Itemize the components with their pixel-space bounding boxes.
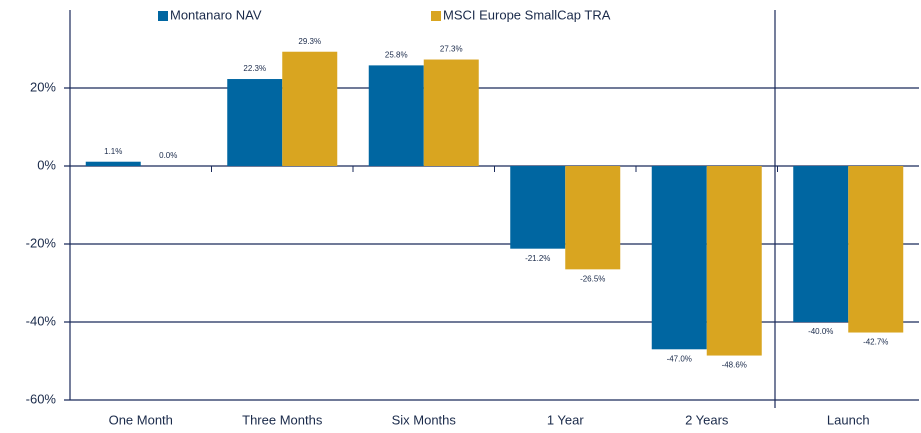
bar — [565, 166, 621, 270]
bar — [368, 65, 424, 166]
bar — [510, 166, 566, 249]
x-tick-label: 1 Year — [547, 412, 585, 427]
value-label: -26.5% — [580, 274, 605, 283]
x-tick-label: Launch — [827, 412, 870, 427]
value-label: 27.3% — [440, 45, 463, 54]
y-tick-label: 20% — [30, 79, 56, 94]
value-label: 22.3% — [243, 64, 266, 73]
bar — [282, 51, 338, 167]
y-tick-label: -20% — [26, 235, 57, 250]
value-label: -47.0% — [667, 354, 692, 363]
value-label: 0.0% — [159, 151, 177, 160]
y-tick-label: 0% — [37, 157, 56, 172]
value-label: -21.2% — [525, 254, 550, 263]
x-tick-label: 2 Years — [685, 412, 729, 427]
bar — [848, 166, 904, 333]
y-tick-label: -40% — [26, 313, 57, 328]
x-tick-label: Six Months — [392, 412, 457, 427]
x-tick-label: One Month — [109, 412, 173, 427]
bar — [423, 59, 479, 166]
value-label: 1.1% — [104, 147, 122, 156]
x-tick-label: Three Months — [242, 412, 323, 427]
bar — [85, 161, 141, 166]
legend-swatch — [431, 11, 441, 21]
bar — [651, 166, 707, 350]
bar — [706, 166, 762, 356]
value-label: -42.7% — [863, 338, 888, 347]
value-label: -40.0% — [808, 327, 833, 336]
legend-label: Montanaro NAV — [170, 7, 262, 22]
legend-label: MSCI Europe SmallCap TRA — [443, 7, 611, 22]
legend-swatch — [158, 11, 168, 21]
value-label: 29.3% — [298, 37, 321, 46]
value-label: 25.8% — [385, 50, 408, 59]
value-label: -48.6% — [722, 361, 747, 370]
bar — [793, 166, 849, 322]
bar — [227, 79, 283, 166]
y-tick-label: -60% — [26, 391, 57, 406]
